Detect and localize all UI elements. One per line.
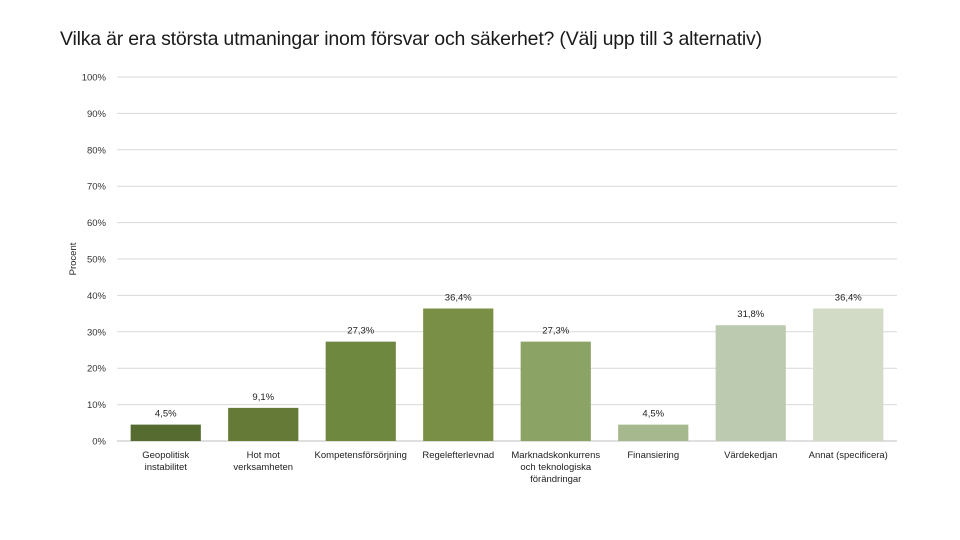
data-label: 27,3%: [542, 326, 569, 337]
bar: [325, 341, 396, 441]
category-label: Regelefterlevnad: [422, 450, 494, 461]
y-axis-label: Procent: [68, 242, 79, 275]
category-label: Finansiering: [627, 450, 679, 461]
category-label: Kompetensförsörjning: [315, 450, 407, 461]
category-label: Hot mot: [247, 450, 281, 461]
bars: [130, 308, 884, 441]
y-tick-label: 90%: [87, 109, 107, 120]
data-label: 36,4%: [445, 293, 472, 304]
y-tick-label: 60%: [87, 218, 107, 229]
y-tick-label: 20%: [87, 364, 107, 375]
bar: [520, 341, 591, 441]
category-label: och teknologiska: [520, 462, 591, 473]
chart-title: Vilka är era största utmaningar inom för…: [60, 28, 762, 50]
bar: [228, 407, 299, 441]
y-tick-label: 40%: [87, 291, 107, 302]
data-label: 4,5%: [642, 409, 664, 420]
data-label: 9,1%: [252, 392, 274, 403]
data-label: 4,5%: [155, 409, 177, 420]
data-label: 27,3%: [347, 326, 374, 337]
y-tick-label: 100%: [82, 73, 107, 84]
y-axis-ticks: 0% 10% 20% 30% 40% 50% 60% 70% 80% 90% 100%: [82, 73, 107, 448]
category-label: Marknadskonkurrens: [511, 450, 600, 461]
y-tick-label: 80%: [87, 145, 107, 156]
bar: [423, 308, 494, 441]
y-tick-label: 30%: [87, 327, 107, 338]
category-label: Geopolitisk: [142, 450, 189, 461]
category-label: Annat (specificera): [809, 450, 888, 461]
category-label: Värdekedjan: [724, 450, 777, 461]
category-label: instabilitet: [145, 462, 188, 473]
category-label: förändringar: [530, 474, 581, 485]
category-label: verksamheten: [233, 462, 293, 473]
data-labels: 4,5% 9,1% 27,3% 36,4% 27,3% 4,5% 31,8% 36,4%: [155, 293, 862, 420]
y-tick-label: 0%: [92, 437, 106, 448]
bar: [715, 325, 786, 441]
y-tick-label: 50%: [87, 255, 107, 266]
y-tick-label: 70%: [87, 182, 107, 193]
data-label: 36,4%: [835, 293, 862, 304]
data-label: 31,8%: [737, 309, 764, 320]
bar: [813, 308, 884, 441]
y-tick-label: 10%: [87, 400, 107, 411]
bar: [618, 424, 689, 441]
bar: [130, 424, 201, 441]
